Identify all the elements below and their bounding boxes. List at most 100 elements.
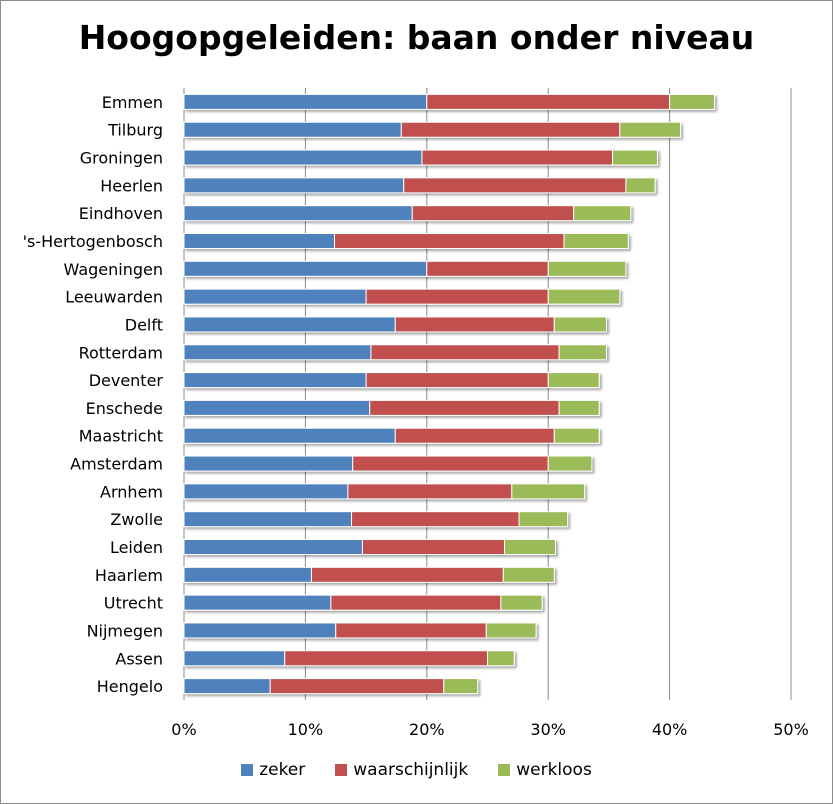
bar-segment-waarschijnlijk [351,511,520,528]
bar-row [183,205,632,222]
bar-segment-waarschijnlijk [400,121,621,138]
x-tick-label: 20% [409,720,445,739]
bar-segment-waarschijnlijk [269,678,445,695]
legend-swatch [335,764,348,776]
bar-segment-waarschijnlijk [310,566,504,583]
category-label: Arnhem [100,482,163,501]
bar-segment-zeker [183,177,405,194]
category-label: Nijmegen [87,621,163,640]
bar-segment-werkloos [511,483,586,500]
bar-segment-zeker [183,594,332,611]
category-label: Eindhoven [79,204,163,223]
bar-segment-zeker [183,260,428,277]
category-label: Deventer [89,371,164,390]
category-label: Delft [125,315,163,334]
bar-segment-werkloos [669,93,716,110]
bar-segment-werkloos [553,316,607,333]
bar-segment-werkloos [547,455,593,472]
x-tick-label: 30% [530,720,566,739]
category-label: Leiden [110,538,163,557]
bar-segment-zeker [183,455,354,472]
bar-row [183,399,600,416]
bar-segment-waarschijnlijk [369,399,560,416]
bar-segment-zeker [183,622,337,639]
bar-segment-werkloos [547,260,627,277]
bar-segment-werkloos [487,650,515,667]
bar-segment-zeker [183,121,402,138]
category-label: Hengelo [97,677,163,696]
legend-item-waarschijnlijk: waarschijnlijk [335,760,468,780]
category-label: Enschede [86,399,163,418]
legend-label: zeker [259,760,306,780]
category-label: Haarlem [95,566,163,585]
bar-row [183,650,515,667]
bar-segment-waarschijnlijk [394,427,555,444]
bar-segment-waarschijnlijk [330,594,502,611]
bar-segment-zeker [183,93,428,110]
category-label: Heerlen [100,176,163,195]
category-label: Rotterdam [79,343,163,362]
bar-row [183,316,607,333]
bar-segment-zeker [183,483,349,500]
chart-title: Hoogopgeleiden: baan onder niveau [78,18,755,57]
bar-row [183,177,656,194]
bar-segment-zeker [183,316,396,333]
bar-row [183,566,555,583]
bar-row [183,678,479,695]
category-label: Wageningen [64,260,163,279]
legend-label: waarschijnlijk [353,760,469,780]
bar-segment-werkloos [485,622,537,639]
category-label: Groningen [80,149,163,168]
bar-row [183,455,593,472]
bar-segment-werkloos [502,566,555,583]
bar-row [183,149,658,166]
category-label: Leeuwarden [65,288,163,307]
bar-row [183,594,543,611]
legend: zeker waarschijnlijk werkloos [0,760,833,780]
bar-segment-werkloos [500,594,543,611]
bar-row [183,288,621,305]
category-label: Zwolle [110,510,163,529]
bar-segment-werkloos [612,149,658,166]
bar-row [183,427,600,444]
category-label: Assen [115,649,163,668]
bar-row [183,233,629,249]
bar-row [183,344,607,361]
bar-segment-waarschijnlijk [426,93,671,110]
bar-segment-werkloos [558,399,600,416]
bar-segment-waarschijnlijk [335,622,487,639]
category-label: Tilburg [107,121,163,140]
bar-segment-waarschijnlijk [370,344,560,361]
bar-segment-waarschijnlijk [421,149,614,166]
bar-row [183,93,716,110]
bar-segment-zeker [183,650,286,667]
bar-segment-waarschijnlijk [284,650,488,667]
bar-segment-werkloos [573,205,632,222]
category-label: Maastricht [79,427,163,446]
bar-segment-werkloos [443,678,479,695]
bar-segment-zeker [183,233,336,249]
bar-segment-waarschijnlijk [365,372,549,389]
bar-segment-zeker [183,399,371,416]
category-label: Amsterdam [70,455,163,474]
bar-segment-zeker [183,344,372,361]
category-label: 's-Hertogenbosch [23,232,163,251]
bar-segment-zeker [183,427,396,444]
bar-segment-zeker [183,566,312,583]
bar-segment-zeker [183,205,413,222]
bar-segment-zeker [183,678,271,695]
x-tick-label: 50% [773,720,809,739]
bar-row [183,483,586,500]
bar-segment-waarschijnlijk [394,316,555,333]
bar-row [183,622,537,639]
legend-item-zeker: zeker [241,760,305,780]
bar-segment-zeker [183,539,363,555]
bar-segment-waarschijnlijk [411,205,575,222]
bar-segment-werkloos [503,539,556,555]
bar-row [183,372,600,389]
bar-segment-werkloos [563,233,629,249]
bar-row [183,260,627,277]
bar-segment-werkloos [518,511,569,528]
bar-segment-waarschijnlijk [361,539,505,555]
bar-segment-werkloos [619,121,682,138]
